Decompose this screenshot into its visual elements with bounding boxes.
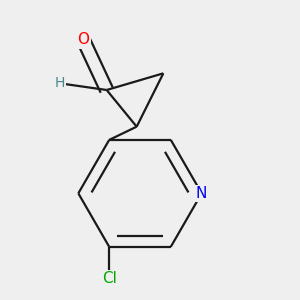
Text: Cl: Cl <box>102 271 117 286</box>
Text: N: N <box>196 186 207 201</box>
Text: H: H <box>55 76 65 90</box>
Text: O: O <box>77 32 89 47</box>
